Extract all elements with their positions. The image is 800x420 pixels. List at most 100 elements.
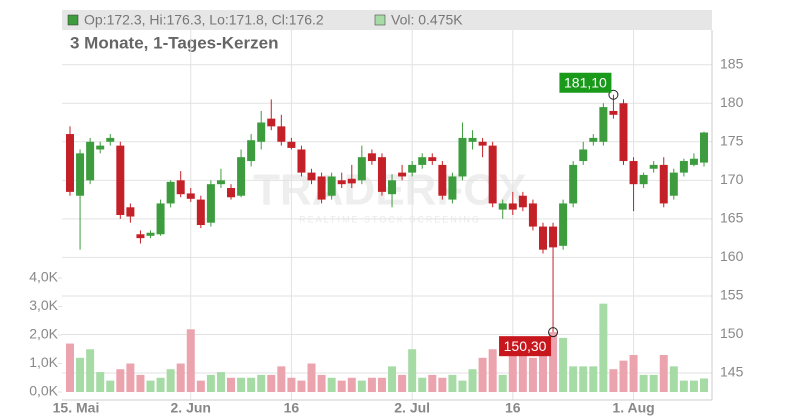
x-tick-label: 1. Aug xyxy=(612,400,654,416)
y-tick-label: 180 xyxy=(720,94,744,110)
volume-bar xyxy=(478,357,487,393)
candle-body xyxy=(347,178,356,184)
volume-bar xyxy=(619,360,628,393)
volume-bar xyxy=(498,374,507,393)
candle-body xyxy=(609,110,618,115)
x-tick-label: 15. Mai xyxy=(53,400,100,416)
volume-bar xyxy=(458,380,467,393)
volume-bar xyxy=(679,380,688,393)
candle-body xyxy=(388,180,397,195)
y-tick-label: 145 xyxy=(720,364,744,380)
candle-body xyxy=(518,195,527,208)
volume-bar xyxy=(649,374,658,393)
y-tick-label: 155 xyxy=(720,287,744,303)
candle-body xyxy=(579,149,588,162)
volume-bar xyxy=(176,363,185,393)
volume-bar xyxy=(367,377,376,393)
candle-body xyxy=(277,126,286,142)
y2-tick-label: 0,0K xyxy=(29,383,58,399)
candle-body xyxy=(458,137,467,177)
volume-bar xyxy=(66,343,74,393)
candle-body xyxy=(438,164,447,196)
candle-body xyxy=(166,181,175,204)
annotation-box xyxy=(499,336,552,357)
volume-bar xyxy=(549,332,558,393)
annotation-marker xyxy=(608,89,619,100)
volume-bar xyxy=(428,374,437,393)
volume-bar xyxy=(398,374,407,393)
volume-bar xyxy=(528,357,537,393)
candle-body xyxy=(508,203,517,210)
volume-bar xyxy=(257,374,266,393)
candle-body xyxy=(317,176,326,200)
candle-body xyxy=(237,157,246,196)
candle-body xyxy=(488,145,497,204)
volume-bar xyxy=(347,377,356,393)
candle-body xyxy=(408,164,417,173)
y-tick-label: 160 xyxy=(720,248,744,264)
x-tick-label: 16 xyxy=(284,400,300,416)
volume-bar xyxy=(448,374,457,393)
volume-bar xyxy=(136,374,145,393)
candle-body xyxy=(659,164,668,204)
candle-body xyxy=(297,149,306,173)
volume-bar xyxy=(689,380,698,393)
volume-bar xyxy=(247,377,256,393)
volume-bar xyxy=(418,377,427,393)
volume-bar xyxy=(307,363,316,393)
y2-tick-label: 1,0K xyxy=(29,354,58,370)
candle-body xyxy=(367,153,376,162)
annotation-label: 150,30 xyxy=(504,338,547,354)
volume-bar xyxy=(206,374,215,393)
candle-body xyxy=(619,103,628,162)
candle-body xyxy=(689,158,698,165)
candle-body xyxy=(196,199,205,226)
candle-body xyxy=(216,180,225,185)
candle-body xyxy=(176,180,185,195)
candle-body xyxy=(468,137,477,142)
candle-body xyxy=(327,176,336,196)
y-tick-label: 150 xyxy=(720,325,744,341)
candle-body xyxy=(307,172,316,181)
candle-body xyxy=(227,188,236,198)
volume-bar xyxy=(86,349,95,393)
volume-bar xyxy=(700,378,708,393)
candle-body xyxy=(679,161,688,173)
candle-body xyxy=(398,172,407,177)
candle-body xyxy=(287,141,296,148)
candle-body xyxy=(96,145,105,150)
volume-bar xyxy=(116,369,125,393)
volume-bar xyxy=(267,374,276,393)
candle-body xyxy=(156,203,165,235)
y-tick-label: 175 xyxy=(720,132,744,148)
legend-volume: Vol: 0.475K xyxy=(391,12,463,28)
volume-bar xyxy=(186,329,195,393)
legend-swatch xyxy=(374,14,386,26)
candle-body xyxy=(589,137,598,142)
volume-bar xyxy=(468,369,477,393)
volume-bar xyxy=(629,354,638,393)
candle-body xyxy=(498,203,507,210)
candle-body xyxy=(639,174,648,185)
candle-body xyxy=(428,157,437,162)
y-tick-label: 165 xyxy=(720,210,744,226)
candle-body xyxy=(538,226,547,250)
volume-bar xyxy=(559,337,568,393)
volume-bar xyxy=(227,377,236,393)
legend-swatch xyxy=(67,14,79,26)
volume-bar xyxy=(196,380,205,393)
volume-bar xyxy=(669,366,678,393)
legend-bar xyxy=(62,10,712,30)
volume-bar xyxy=(488,349,497,393)
volume-bar xyxy=(287,377,296,393)
volume-bar xyxy=(216,372,225,393)
volume-bar xyxy=(166,369,175,393)
candle-body xyxy=(559,203,568,246)
volume-bar xyxy=(337,380,346,393)
y-tick-label: 170 xyxy=(720,171,744,187)
candle-body xyxy=(418,157,427,165)
candle-body xyxy=(206,184,215,223)
subtitle: 3 Monate, 1-Tages-Kerzen xyxy=(70,33,278,52)
volume-bar xyxy=(126,363,135,393)
volume-bar xyxy=(609,369,618,393)
